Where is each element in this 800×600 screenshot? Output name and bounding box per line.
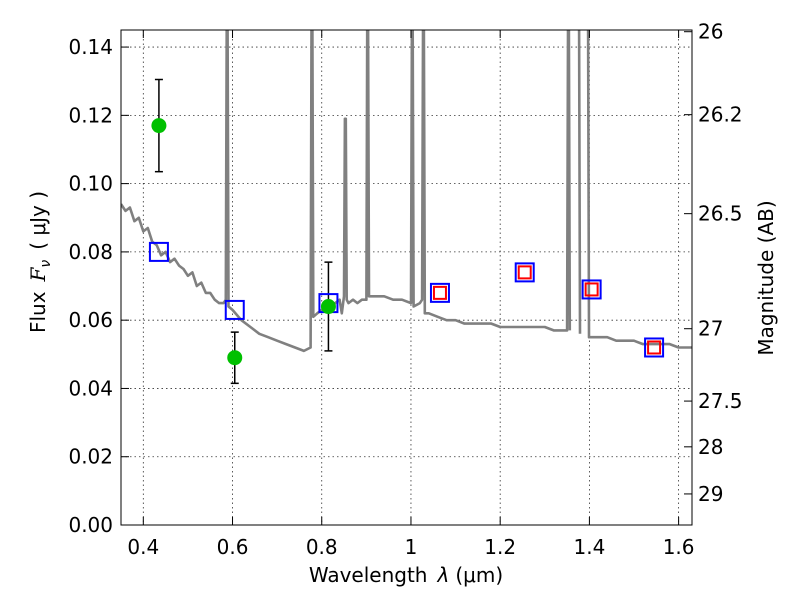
y2-tick-label: 29	[698, 482, 723, 506]
y2-tick-label: 26.5	[698, 202, 743, 226]
y2-tick-label: 26	[698, 20, 723, 44]
x-tick-label: 1	[405, 535, 418, 559]
x-tick-label: 0.4	[127, 535, 159, 559]
y-axis-label: FluxFν( μJy )	[26, 191, 54, 333]
x-tick-label: 0.8	[306, 535, 338, 559]
x-tick-label: 1.2	[484, 535, 516, 559]
spectrum-line	[121, 30, 572, 353]
model-photometry-marker	[644, 337, 665, 358]
spectrum-line	[586, 30, 692, 349]
ticks: 0.4 0.6 0.8 1 1.2 1.4 1.6 0.00 0.02 0.04 0.06 0.08 0…	[68, 20, 742, 559]
plot-area	[121, 30, 692, 385]
y2-tick-label: 28	[698, 435, 723, 459]
y-tick-label: 0.14	[68, 35, 113, 59]
y-tick-label: 0.04	[68, 376, 113, 400]
spectrum-line	[577, 30, 582, 334]
observed-photometry-marker	[584, 282, 599, 297]
y2-tick-label: 26.2	[698, 103, 743, 127]
observed-photometry-marker	[647, 340, 662, 355]
detection-marker	[227, 350, 243, 366]
plot-frame	[120, 29, 693, 526]
model-photometry-marker	[148, 241, 169, 262]
y-tick-label: 0.12	[68, 103, 113, 127]
y-tick-label: 0.00	[68, 513, 113, 537]
x-tick-label: 1.6	[663, 535, 695, 559]
x-tick-label: 1.4	[573, 535, 605, 559]
y-tick-label: 0.10	[68, 172, 113, 196]
model-photometry-marker	[514, 262, 535, 283]
model-photometry-marker	[429, 282, 450, 303]
observed-photometry-marker	[517, 265, 532, 280]
x-axis-label: Wavelength λ (μm)	[309, 563, 503, 587]
detection-marker	[151, 118, 167, 134]
y2-axis-label: Magnitude (AB)	[754, 200, 778, 355]
y-tick-label: 0.06	[68, 308, 113, 332]
model-photometry-marker	[581, 279, 602, 300]
y-tick-label: 0.08	[68, 240, 113, 264]
grid	[121, 30, 692, 526]
detection-marker	[320, 299, 336, 315]
model-photometry-marker	[224, 299, 245, 320]
y-tick-label: 0.02	[68, 445, 113, 469]
x-tick-label: 0.6	[217, 535, 249, 559]
y2-tick-label: 27.5	[698, 389, 743, 413]
y2-tick-label: 27	[698, 317, 723, 341]
observed-photometry-marker	[432, 285, 447, 300]
